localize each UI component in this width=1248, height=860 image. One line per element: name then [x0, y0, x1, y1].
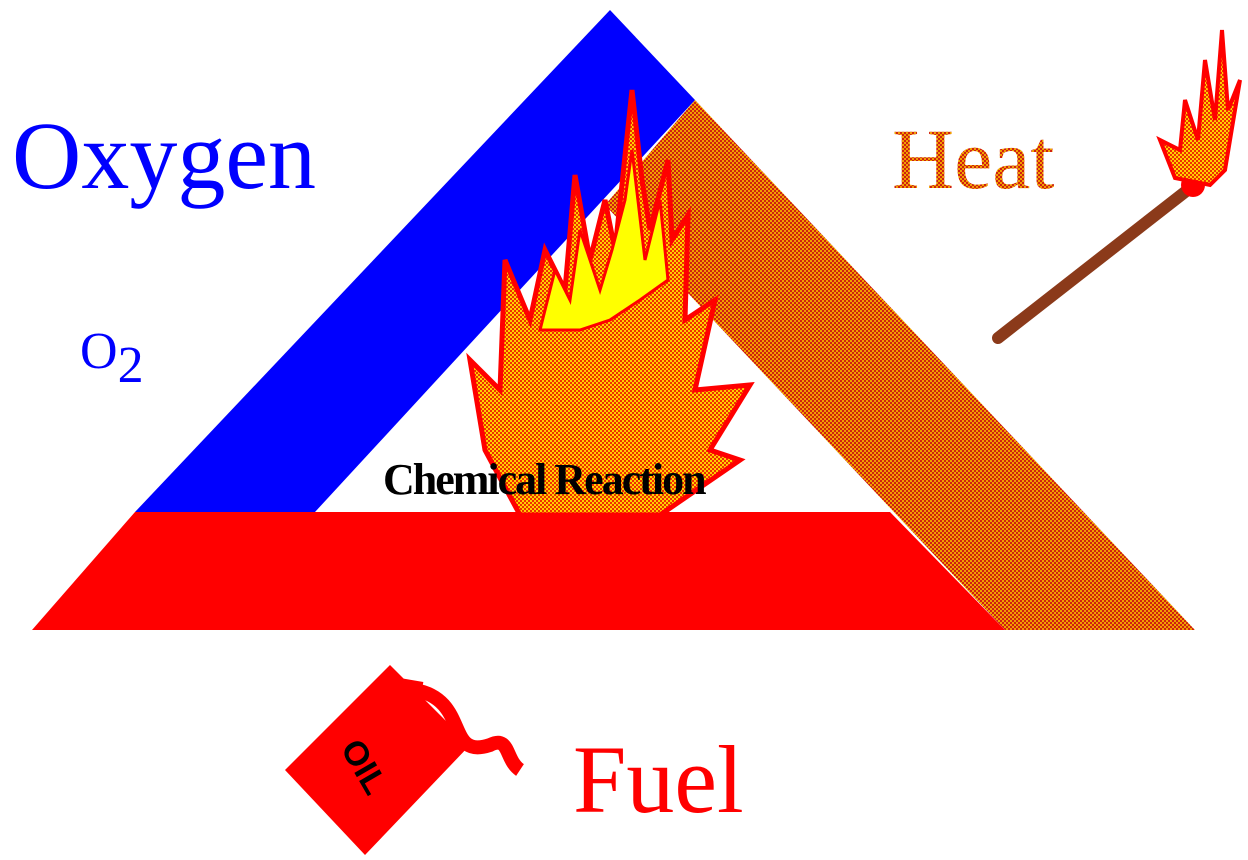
- oxygen-formula: O2: [80, 323, 144, 394]
- formula-symbol: O: [80, 323, 118, 380]
- fuel-label: Fuel: [573, 726, 744, 833]
- fire-triangle-diagram: OIL Oxygen O2 Heat Chemical Reaction Fue…: [0, 0, 1248, 860]
- center-label: Chemical Reaction: [383, 455, 706, 504]
- oxygen-label: Oxygen: [12, 102, 316, 209]
- page: OIL Oxygen O2 Heat Chemical Reaction Fue…: [0, 0, 1248, 860]
- fuel-band: [32, 512, 1005, 630]
- formula-subscript: 2: [118, 337, 144, 394]
- oil-can: OIL: [285, 665, 520, 855]
- heat-label: Heat: [892, 111, 1054, 207]
